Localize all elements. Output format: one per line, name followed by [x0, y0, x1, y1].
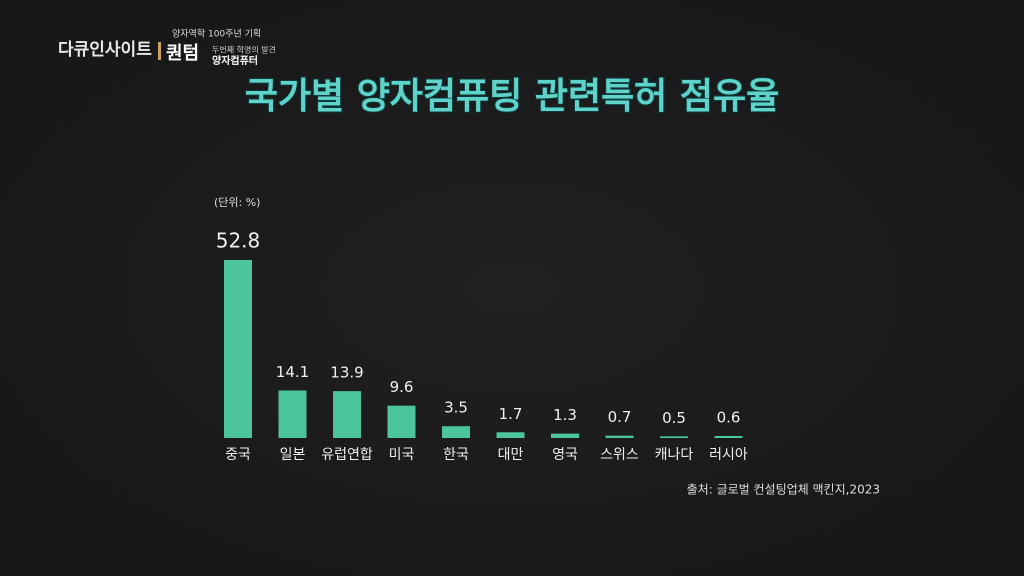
bar	[714, 435, 743, 438]
value-label: 52.8	[216, 229, 261, 253]
x-tick-label: 영국	[552, 447, 578, 463]
value-label: 0.5	[662, 409, 686, 427]
bar	[224, 260, 252, 438]
chart-title: 국가별 양자컴퓨팅 관련특허 점유율	[245, 76, 779, 117]
value-label: 13.9	[330, 364, 363, 382]
value-label: 1.3	[553, 406, 577, 424]
bar	[442, 426, 470, 438]
value-label: 3.5	[444, 399, 468, 417]
bar	[278, 390, 307, 438]
value-label: 9.6	[390, 378, 414, 396]
source: 출처: 글로벌 컨설팅업체 맥킨지,2023	[687, 483, 880, 497]
x-tick-label: 러시아	[709, 447, 748, 463]
value-label: 14.1	[276, 363, 309, 381]
program-logo: 다큐인사이트	[58, 40, 152, 60]
unit-label: (단위: %)	[214, 196, 260, 209]
x-tick-label: 일본	[280, 447, 306, 463]
series-title: 양자역학 100주년 기획	[172, 28, 261, 40]
logo-divider	[158, 42, 161, 60]
x-tick-label: 유럽연합	[321, 447, 373, 463]
bar	[605, 435, 634, 438]
bar	[551, 433, 579, 438]
brand: 퀀텀	[166, 43, 199, 64]
value-label: 1.7	[499, 405, 523, 423]
x-tick-label: 미국	[389, 447, 415, 463]
bar	[387, 405, 416, 438]
bar	[333, 391, 361, 438]
bar	[496, 432, 525, 438]
bar	[660, 436, 688, 438]
x-tick-label: 스위스	[600, 447, 639, 463]
logo-subtitle: 두번째 혁명의 발견	[212, 45, 276, 55]
value-label: 0.6	[717, 408, 741, 426]
value-label: 0.7	[608, 408, 632, 426]
x-tick-label: 대만	[498, 447, 524, 463]
x-tick-label: 캐나다	[655, 447, 694, 463]
x-tick-label: 한국	[443, 447, 469, 463]
x-tick-label: 중국	[225, 447, 251, 463]
episode: 양자컴퓨터	[212, 54, 258, 67]
